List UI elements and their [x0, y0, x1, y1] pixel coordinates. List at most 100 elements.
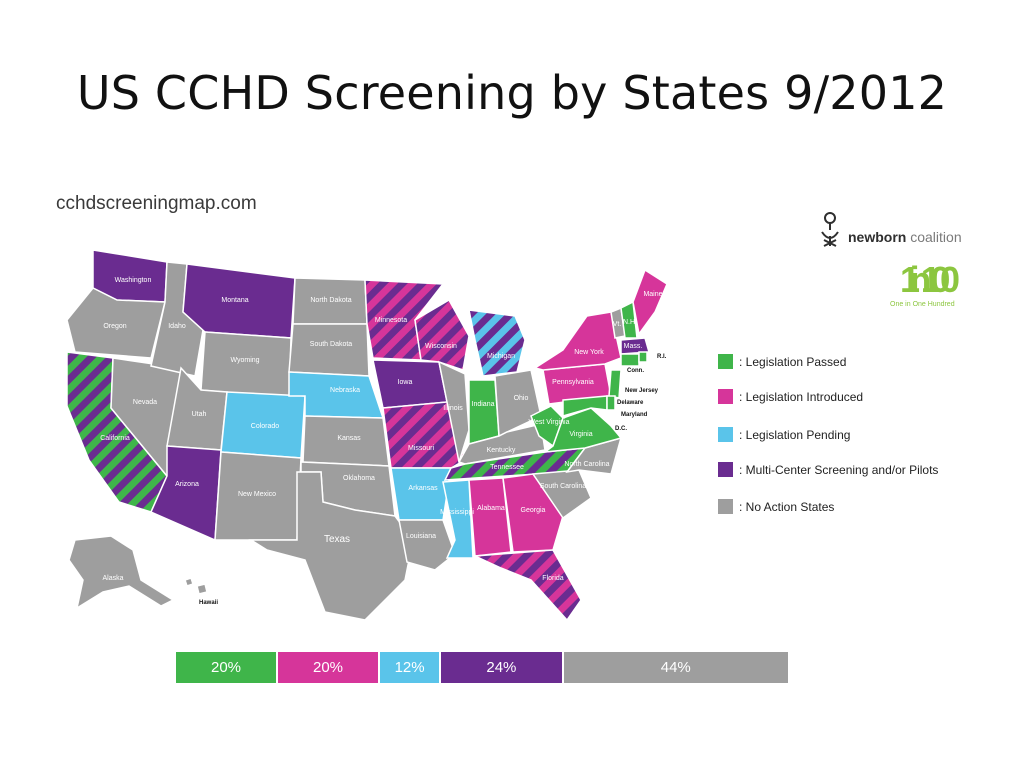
label-missouri: Missouri: [408, 445, 435, 452]
state-maryland: [562, 395, 608, 417]
bar-segment-multi: 24%: [441, 652, 564, 683]
state-connecticut: [620, 353, 640, 367]
label-maryland: Maryland: [621, 412, 648, 418]
label-mass: Mass.: [624, 343, 643, 350]
state-indiana: [468, 379, 500, 445]
label-montana: Montana: [221, 297, 248, 304]
us-state-map: Washington Oregon California Nevada Idah…: [66, 249, 668, 620]
label-north-carolina: North Carolina: [564, 461, 609, 468]
legend-swatch: [718, 499, 733, 514]
state-north-carolina: [565, 436, 623, 475]
label-michigan: Michigan: [487, 353, 515, 360]
summary-percentage-bar: 20% 20% 12% 24% 44%: [176, 652, 788, 683]
label-north-dakota: North Dakota: [310, 297, 351, 304]
bar-segment-label: 24%: [486, 659, 517, 676]
label-maine: Maine: [643, 291, 662, 298]
label-arkansas: Arkansas: [408, 485, 438, 492]
bar-segment-introduced: 20%: [278, 652, 380, 683]
state-new-york: [533, 311, 622, 371]
stethoscope-icon: [821, 212, 839, 247]
label-texas: Texas: [324, 534, 350, 545]
label-pennsylvania: Pennsylvania: [552, 379, 594, 386]
label-louisiana: Louisiana: [406, 533, 436, 540]
label-illinois: Illinois: [443, 405, 463, 412]
bar-segment-pending: 12%: [380, 652, 442, 683]
label-oklahoma: Oklahoma: [343, 475, 375, 482]
label-virginia: Virginia: [569, 431, 592, 438]
legend-label: : Legislation Pending: [739, 427, 851, 442]
state-delaware: [606, 395, 616, 411]
state-virginia: [542, 407, 623, 454]
label-tennessee: Tennessee: [490, 464, 524, 471]
legend-item-multi: : Multi-Center Screening and/or Pilots: [718, 462, 938, 477]
label-iowa: Iowa: [398, 379, 413, 386]
bar-segment-passed: 20%: [176, 652, 278, 683]
state-alabama: [468, 477, 512, 557]
label-conn: Conn.: [627, 368, 644, 374]
slide-title: US CCHD Screening by States 9/2012: [76, 66, 948, 120]
state-louisiana: [398, 519, 456, 571]
state-arizona: [150, 445, 222, 542]
label-minnesota: Minnesota: [375, 317, 407, 324]
label-delaware: Delaware: [617, 400, 644, 406]
label-idaho: Idaho: [168, 323, 186, 330]
state-mississippi: [442, 479, 474, 559]
logo-name: newborn: [848, 229, 906, 245]
legend-item-introduced: : Legislation Introduced: [718, 389, 863, 404]
bar-segment-label: 44%: [660, 659, 691, 676]
label-nh: N.H.: [623, 319, 637, 326]
legend-item-pending: : Legislation Pending: [718, 427, 850, 442]
state-alaska: [68, 535, 175, 610]
state-texas: [248, 471, 414, 620]
legend-label: : Multi-Center Screening and/or Pilots: [739, 462, 939, 477]
label-vermont: Vt.: [613, 321, 622, 328]
label-florida: Florida: [542, 575, 564, 582]
legend-swatch: [718, 354, 733, 369]
label-alaska: Alaska: [102, 575, 123, 582]
state-wyoming: [200, 331, 292, 399]
label-hawaii: Hawaii: [199, 600, 218, 606]
bar-segment-label: 20%: [210, 659, 242, 676]
label-colorado: Colorado: [251, 423, 280, 430]
label-ohio: Ohio: [514, 395, 529, 402]
bar-segment-label: 20%: [312, 659, 344, 676]
label-washington: Washington: [115, 277, 152, 284]
label-california: California: [100, 435, 130, 442]
label-new-jersey: New Jersey: [625, 388, 659, 394]
one-in-100-mark: 1in100: [900, 259, 960, 300]
legend-label: : No Action States: [739, 499, 835, 514]
label-south-carolina: South Carolina: [540, 483, 586, 490]
label-alabama: Alabama: [477, 505, 505, 512]
label-wyoming: Wyoming: [230, 357, 259, 364]
label-arizona: Arizona: [175, 481, 199, 488]
label-new-york: New York: [574, 349, 604, 356]
logo-tagline: One in One Hundred: [890, 301, 955, 308]
label-wisconsin: Wisconsin: [425, 343, 457, 350]
label-nevada: Nevada: [133, 399, 157, 406]
label-west-virginia: West Virginia: [529, 419, 570, 426]
label-mississippi: Mississippi: [440, 509, 474, 516]
state-missouri: [382, 401, 466, 469]
label-kansas: Kansas: [337, 435, 361, 442]
label-south-dakota: South Dakota: [310, 341, 353, 348]
svg-text:newborn coalition: newborn coalition: [848, 229, 962, 245]
legend-item-none: : No Action States: [718, 499, 834, 514]
label-utah: Utah: [192, 411, 207, 418]
logo-mark: 1in100: [900, 259, 960, 300]
label-nebraska: Nebraska: [330, 387, 360, 394]
state-maine: [632, 268, 668, 336]
label-indiana: Indiana: [472, 401, 495, 408]
state-hawaii: [184, 577, 194, 587]
bar-segment-none: 44%: [563, 652, 788, 683]
source-website: cchdscreeningmap.com: [56, 193, 257, 214]
label-new-mexico: New Mexico: [238, 491, 276, 498]
legend-label: : Legislation Introduced: [739, 389, 864, 404]
logo-name-suffix: coalition: [906, 229, 961, 245]
state-illinois: [437, 360, 470, 463]
state-new-jersey: [608, 369, 622, 399]
bar-segment-label: 12%: [394, 659, 425, 676]
legend-item-passed: : Legislation Passed: [718, 354, 846, 369]
state-florida: [472, 549, 582, 620]
state-ohio: [494, 369, 542, 438]
state-georgia: [502, 473, 564, 553]
